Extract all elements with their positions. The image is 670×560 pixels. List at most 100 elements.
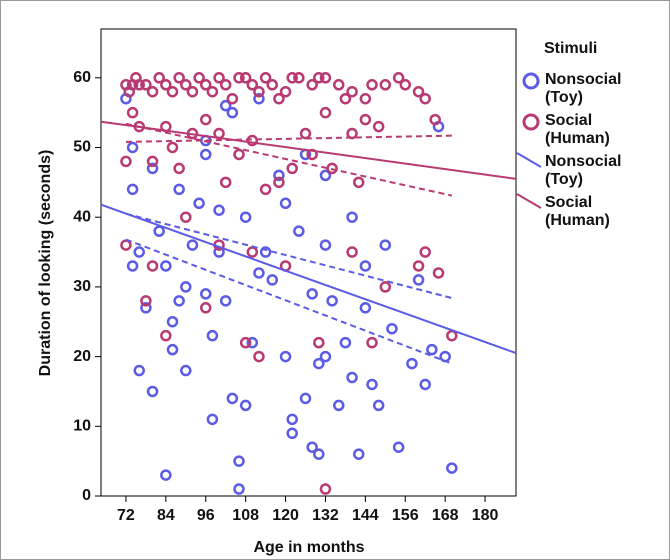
point — [166, 141, 179, 154]
fit-line — [100, 120, 517, 180]
point — [146, 85, 159, 98]
legend-label: Social (Human) — [545, 194, 610, 229]
point — [173, 162, 185, 175]
point — [432, 267, 445, 279]
point — [259, 72, 272, 84]
point — [306, 441, 318, 453]
point — [346, 127, 358, 140]
point — [286, 162, 298, 175]
point — [206, 329, 219, 342]
point — [120, 155, 132, 168]
point — [146, 162, 159, 175]
point — [180, 281, 192, 293]
point — [319, 483, 332, 495]
x-tick-label: 120 — [272, 507, 299, 524]
point — [333, 79, 345, 91]
point — [319, 169, 332, 182]
legend-line — [516, 193, 542, 209]
point — [146, 155, 159, 168]
point — [219, 176, 232, 189]
point — [166, 85, 179, 98]
y-tick-label: 10 — [73, 418, 91, 435]
point — [326, 162, 338, 175]
point — [173, 72, 185, 84]
x-tick-label: 180 — [472, 507, 499, 524]
legend-marker — [522, 72, 540, 90]
point — [419, 378, 431, 391]
point — [239, 399, 252, 412]
point — [253, 85, 265, 98]
point — [246, 246, 259, 258]
legend-title: Stimuli — [544, 40, 597, 57]
point — [429, 113, 441, 126]
point — [226, 92, 239, 105]
point — [399, 79, 412, 91]
point — [133, 79, 145, 91]
point — [279, 197, 292, 210]
point — [313, 336, 325, 349]
point — [206, 85, 219, 98]
point — [226, 392, 239, 405]
point — [140, 295, 152, 307]
point — [219, 295, 232, 307]
point — [219, 99, 232, 112]
point — [346, 246, 358, 258]
point — [339, 336, 352, 349]
point — [253, 350, 265, 363]
point — [213, 204, 225, 216]
point — [319, 350, 332, 363]
y-tick-label: 60 — [73, 69, 91, 86]
point — [266, 79, 279, 91]
point — [140, 302, 152, 314]
point — [233, 483, 245, 495]
y-tick-label: 20 — [73, 348, 91, 365]
point — [326, 295, 338, 307]
point — [199, 148, 212, 161]
point — [286, 72, 298, 84]
point — [219, 79, 232, 91]
legend-label: Social (Human) — [545, 112, 610, 147]
point — [419, 92, 431, 105]
point — [346, 85, 358, 98]
point — [412, 85, 425, 98]
point — [160, 79, 172, 91]
point — [279, 350, 292, 363]
y-tick-label: 50 — [73, 139, 91, 156]
point — [173, 295, 185, 307]
x-tick-label: 132 — [312, 507, 339, 524]
x-tick-label: 156 — [392, 507, 419, 524]
point — [279, 85, 292, 98]
point — [133, 364, 145, 377]
point — [126, 260, 139, 272]
point — [293, 72, 305, 84]
ci-line — [125, 134, 452, 143]
y-tick-label: 30 — [73, 278, 91, 295]
point — [199, 288, 212, 300]
point — [359, 113, 372, 126]
point — [266, 274, 279, 286]
point — [352, 448, 365, 460]
point — [379, 79, 392, 91]
point — [333, 399, 345, 412]
point — [386, 322, 398, 335]
point — [352, 176, 365, 189]
point — [146, 260, 159, 272]
y-tick-label: 40 — [73, 208, 91, 225]
point — [253, 92, 265, 105]
x-tick-label: 96 — [197, 507, 215, 524]
point — [160, 260, 172, 272]
point — [239, 72, 252, 84]
point — [133, 246, 145, 258]
point — [199, 113, 212, 126]
point — [193, 197, 205, 210]
point — [293, 225, 305, 237]
ci-line — [125, 212, 453, 300]
legend-label: Nonsocial (Toy) — [545, 71, 622, 106]
point — [126, 141, 139, 154]
y-axis-label: Duration of looking (seconds) — [37, 150, 54, 377]
point — [379, 281, 392, 293]
point — [286, 413, 298, 426]
point — [259, 183, 272, 196]
point — [286, 427, 298, 440]
